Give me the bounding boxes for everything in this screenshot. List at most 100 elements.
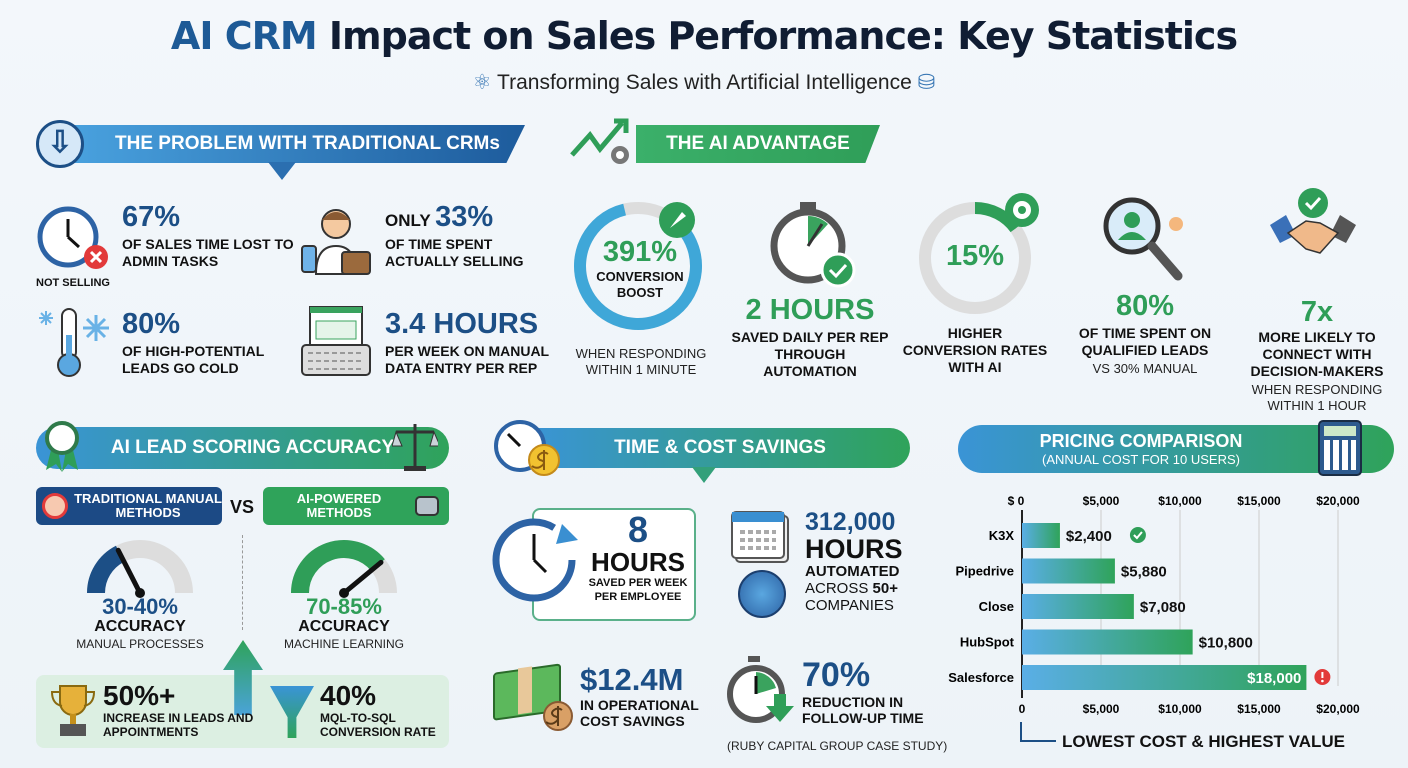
- problem-title: THE PROBLEM WITH TRADITIONAL CRMs: [115, 133, 500, 154]
- problem-banner: THE PROBLEM WITH TRADITIONAL CRMs: [60, 125, 525, 163]
- stat-value: 67%: [122, 201, 181, 233]
- stat-value: 312,000: [805, 508, 896, 536]
- title-highlight: AI CRM: [170, 14, 318, 58]
- stat-sales-time-lost: 67% OF SALES TIME LOST TO ADMIN TASKS: [122, 203, 297, 270]
- robot-icon: [415, 496, 439, 516]
- not-selling-caption: NOT SELLING: [36, 277, 110, 289]
- stat-decision-makers: 7x MORE LIKELY TO CONNECT WITH DECISION-M…: [1230, 298, 1404, 414]
- stat-hours-saved: 2 HOURS SAVED DAILY PER REP THROUGH AUTOM…: [730, 296, 890, 380]
- gauge-needle: [341, 559, 384, 596]
- value-label: $2,400: [1066, 528, 1112, 545]
- savings-title: TIME & COST SAVINGS: [614, 437, 826, 458]
- gauge-fill: [87, 545, 125, 594]
- top-tick-label: $10,000: [1158, 494, 1202, 508]
- bottom-tick-label: $5,000: [1083, 702, 1120, 716]
- stat-cost-savings: $12.4M IN OPERATIONAL COST SAVINGS: [580, 664, 725, 729]
- salesperson-icon: [300, 202, 372, 276]
- keyboard-spreadsheet-icon: [300, 305, 372, 377]
- category-label: K3X: [989, 528, 1015, 543]
- bottom-tick-label: 0: [1019, 702, 1026, 716]
- ai-methods-label: AI-POWERED METHODS: [263, 487, 449, 525]
- growth-chart-icon: [568, 115, 638, 170]
- bar-pipedrive: [1022, 558, 1115, 584]
- stat-unit: HOURS: [805, 534, 903, 564]
- accuracy-label: ACCURACY: [298, 618, 390, 635]
- footer-arrow-icon: [1020, 722, 1056, 742]
- result-leads: 50%+ INCREASE IN LEADS AND APPOINTMENTS: [103, 681, 263, 740]
- accuracy-value: 70-85%: [306, 594, 382, 619]
- award-ribbon-icon: [42, 420, 82, 472]
- stat-note: WHEN RESPONDING WITHIN 1 HOUR: [1251, 382, 1383, 413]
- ai-advantage-title: THE AI ADVANTAGE: [666, 133, 850, 154]
- stat-note: WHEN RESPONDING WITHIN 1 MINUTE: [575, 346, 707, 377]
- bottom-tick-label: $10,000: [1158, 702, 1202, 716]
- accuracy-value: 30-40%: [102, 594, 178, 619]
- accuracy-label: ACCURACY: [94, 618, 186, 635]
- vs-label: VS: [230, 497, 255, 517]
- database-icon: ⛁: [911, 71, 936, 94]
- result-text: MQL-TO-SQL CONVERSION RATE: [320, 711, 436, 739]
- accuracy-note: MANUAL PROCESSES: [76, 637, 204, 651]
- ai-methods-text: AI-POWERED METHODS: [296, 491, 382, 520]
- bar-salesforce: [1022, 665, 1307, 690]
- clock-refresh-icon: [490, 510, 582, 608]
- stat-data-entry: 3.4 HOURS PER WEEK ON MANUAL DATA ENTRY P…: [385, 310, 565, 377]
- bar-close: [1022, 594, 1134, 619]
- ai-advantage-banner: THE AI ADVANTAGE: [636, 125, 880, 163]
- stat-text: PER WEEK ON MANUAL DATA ENTRY PER REP: [385, 343, 549, 376]
- top-tick-label: $ 0: [1008, 494, 1025, 508]
- stat-unit: HOURS: [591, 547, 685, 577]
- stat-value: 2 HOURS: [745, 294, 875, 326]
- subtitle: ⚛ Transforming Sales with Artificial Int…: [0, 70, 1408, 95]
- stat-label: CONVERSION BOOST: [596, 269, 684, 300]
- divider: [242, 535, 243, 630]
- bar-hubspot: [1022, 629, 1193, 655]
- stat-line: ACROSS 50+: [805, 580, 930, 597]
- traditional-methods-label: TRADITIONAL MANUAL METHODS: [36, 487, 222, 525]
- snowflake-small: [39, 311, 53, 325]
- gauge-needle: [115, 547, 143, 596]
- stat-line: COMPANIES: [805, 597, 894, 614]
- value-label: $18,000: [1247, 670, 1301, 687]
- traditional-text: TRADITIONAL MANUAL METHODS: [74, 491, 222, 520]
- clock-icon: [36, 205, 112, 271]
- pricing-footer: LOWEST COST & HIGHEST VALUE: [1062, 732, 1346, 751]
- category-label: Pipedrive: [955, 564, 1014, 579]
- accuracy-note: MACHINE LEARNING: [283, 637, 405, 651]
- stat-text: REDUCTION IN FOLLOW-UP TIME: [802, 694, 924, 726]
- brain-icon: ⚛: [472, 71, 498, 94]
- stat-value: 3.4 HOURS: [385, 308, 539, 340]
- banner-pointer: [268, 162, 296, 180]
- value-label: $10,800: [1199, 635, 1253, 652]
- stat-value: 8: [627, 509, 649, 550]
- stat-value: 70%: [802, 656, 871, 694]
- stat-hours-automated: 312,000 HOURS AUTOMATED ACROSS 50+ COMPANIES: [805, 508, 930, 615]
- calculator-icon: [1318, 420, 1362, 476]
- rocket-icon: [670, 212, 686, 228]
- conversion-ring: [572, 198, 707, 333]
- clock-coin-icon: [492, 420, 562, 480]
- companies-count: 50+: [872, 580, 898, 597]
- traditional-gauge: [87, 540, 193, 598]
- bottom-tick-label: $15,000: [1237, 702, 1281, 716]
- gauge-fill: [291, 540, 385, 594]
- title-rest: Impact on Sales Performance: Key Statist…: [316, 14, 1238, 58]
- stat-text: OF SALES TIME LOST TO ADMIN TASKS: [122, 236, 294, 269]
- pricing-subtitle: (ANNUAL COST FOR 10 USERS): [1042, 452, 1240, 467]
- lead-scoring-title: AI LEAD SCORING ACCURACY: [110, 437, 395, 458]
- page-title: AI CRM Impact on Sales Performance: Key …: [0, 14, 1408, 58]
- gauge-hub: [339, 588, 349, 598]
- arrow-down-icon: ⇩: [36, 120, 84, 168]
- result-mql-sql: 40% MQL-TO-SQL CONVERSION RATE: [320, 681, 448, 740]
- ai-gauge: [291, 540, 397, 598]
- ai-accuracy: 70-85% ACCURACY MACHINE LEARNING: [264, 596, 424, 652]
- stat-followup: 70% REDUCTION IN FOLLOW-UP TIME: [802, 658, 952, 726]
- value-label: $5,880: [1121, 564, 1167, 581]
- stat-conversion-boost: 391% CONVERSION BOOST: [582, 238, 698, 301]
- calendar-icon: [730, 508, 792, 566]
- stat-value: 80%: [1115, 290, 1175, 322]
- thermometer-icon: [38, 305, 112, 379]
- value-label: $7,080: [1140, 599, 1186, 616]
- stopwatch-icon: [768, 200, 863, 295]
- scales-icon: [392, 420, 438, 472]
